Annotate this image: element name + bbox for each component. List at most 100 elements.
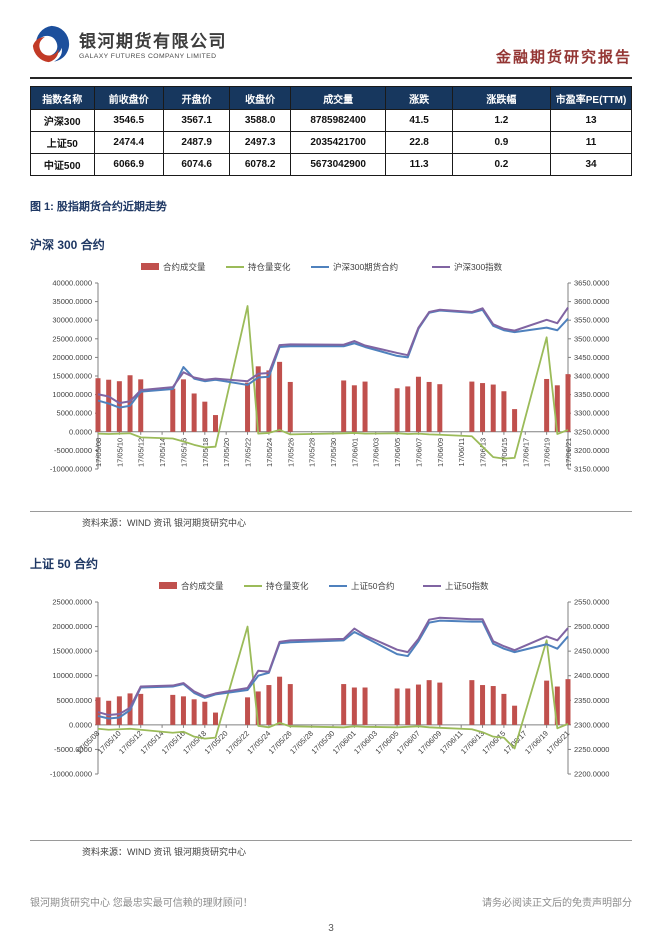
index-summary-table: 指数名称 前收盘价 开盘价 收盘价 成交量 涨跌 涨跌幅 市盈率PE(TTM) 沪深300 354… bbox=[30, 86, 632, 176]
svg-text:17/05/26: 17/05/26 bbox=[286, 438, 295, 467]
svg-text:17/05/12: 17/05/12 bbox=[137, 438, 146, 467]
page-number: 3 bbox=[328, 923, 334, 934]
svg-text:17/06/03: 17/06/03 bbox=[372, 438, 381, 467]
table-header-cell: 开盘价 bbox=[162, 86, 231, 110]
table-cell: 3546.5 bbox=[93, 109, 164, 132]
table-cell: 上证50 bbox=[30, 131, 95, 154]
table-row: 沪深300 3546.5 3567.1 3588.0 8785982400 41.5 1.2… bbox=[30, 109, 632, 132]
page-footer: 银河期货研究中心 您最忠实最可信赖的理财顾问！ 请务必阅读正文后的免责声明部分 bbox=[30, 894, 632, 909]
svg-text:2550.0000: 2550.0000 bbox=[574, 598, 609, 607]
svg-text:3250.0000: 3250.0000 bbox=[574, 427, 609, 436]
svg-text:17/06/21: 17/06/21 bbox=[544, 729, 571, 756]
table-cell: 11 bbox=[550, 131, 632, 154]
table-cell: 6074.6 bbox=[162, 153, 231, 176]
svg-text:2500.0000: 2500.0000 bbox=[574, 622, 609, 631]
svg-text:10000.0000: 10000.0000 bbox=[52, 671, 92, 680]
svg-text:2400.0000: 2400.0000 bbox=[574, 671, 609, 680]
table-cell: 2035421700 bbox=[290, 131, 387, 154]
svg-text:17/05/22: 17/05/22 bbox=[244, 438, 253, 467]
table-cell: 41.5 bbox=[385, 109, 453, 132]
table-cell: 5673042900 bbox=[290, 153, 387, 176]
svg-text:持仓量变化: 持仓量变化 bbox=[248, 262, 291, 272]
table-header-cell: 指数名称 bbox=[30, 86, 95, 110]
table-cell: 3588.0 bbox=[229, 109, 292, 132]
svg-text:17/05/14: 17/05/14 bbox=[158, 438, 167, 467]
footer-disclaimer: 请务必阅读正文后的免责声明部分 bbox=[482, 898, 632, 909]
source-note-2: 资料来源：WIND 资讯 银河期货研究中心 bbox=[30, 840, 632, 858]
table-cell: 0.2 bbox=[451, 153, 552, 176]
svg-text:-10000.0000: -10000.0000 bbox=[50, 465, 92, 474]
company-name-cn: 银河期货有限公司 bbox=[79, 31, 227, 51]
report-title: 金融期货研究报告 bbox=[495, 49, 632, 66]
svg-text:3450.0000: 3450.0000 bbox=[574, 353, 609, 362]
svg-text:30000.0000: 30000.0000 bbox=[52, 316, 92, 325]
svg-text:3150.0000: 3150.0000 bbox=[574, 465, 609, 474]
svg-text:3650.0000: 3650.0000 bbox=[574, 279, 609, 288]
table-header-cell: 涨跌幅 bbox=[451, 86, 552, 110]
svg-text:3550.0000: 3550.0000 bbox=[574, 316, 609, 325]
svg-text:35000.0000: 35000.0000 bbox=[52, 297, 92, 306]
footer-slogan: 银河期货研究中心 您最忠实最可信赖的理财顾问！ bbox=[30, 898, 253, 909]
svg-text:25000.0000: 25000.0000 bbox=[52, 598, 92, 607]
svg-text:20000.0000: 20000.0000 bbox=[52, 622, 92, 631]
svg-text:上证50合约: 上证50合约 bbox=[351, 581, 394, 591]
svg-text:2450.0000: 2450.0000 bbox=[574, 647, 609, 656]
svg-text:25000.0000: 25000.0000 bbox=[52, 334, 92, 343]
svg-text:15000.0000: 15000.0000 bbox=[52, 647, 92, 656]
svg-text:上证50指数: 上证50指数 bbox=[445, 581, 489, 591]
table-cell: 1.2 bbox=[451, 109, 552, 132]
table-header-cell: 成交量 bbox=[290, 86, 387, 110]
company-names: 银河期货有限公司 GALAXY FUTURES COMPANY LIMITED bbox=[79, 31, 227, 60]
svg-text:合约成交量: 合约成交量 bbox=[163, 262, 206, 272]
svg-text:17/05/28: 17/05/28 bbox=[308, 438, 317, 467]
table-cell: 2497.3 bbox=[229, 131, 292, 154]
table-cell: 6066.9 bbox=[93, 153, 164, 176]
svg-text:10000.0000: 10000.0000 bbox=[52, 390, 92, 399]
svg-text:17/05/10: 17/05/10 bbox=[115, 438, 124, 467]
svg-text:0.0000: 0.0000 bbox=[69, 720, 92, 729]
table-cell: 2474.4 bbox=[93, 131, 164, 154]
svg-text:17/05/20: 17/05/20 bbox=[222, 438, 231, 467]
svg-text:40000.0000: 40000.0000 bbox=[52, 279, 92, 288]
svg-text:3350.0000: 3350.0000 bbox=[574, 390, 609, 399]
svg-text:17/06/21: 17/06/21 bbox=[564, 438, 573, 467]
chart1-title: 沪深 300 合约 bbox=[30, 238, 105, 252]
svg-text:3200.0000: 3200.0000 bbox=[574, 446, 609, 455]
svg-text:17/06/11: 17/06/11 bbox=[457, 438, 466, 467]
svg-text:20000.0000: 20000.0000 bbox=[52, 353, 92, 362]
svg-text:沪深300指数: 沪深300指数 bbox=[454, 262, 503, 272]
table-header-cell: 市盈率PE(TTM) bbox=[550, 86, 632, 110]
svg-text:17/06/13: 17/06/13 bbox=[479, 438, 488, 467]
svg-text:17/06/09: 17/06/09 bbox=[416, 729, 443, 756]
table-cell: 11.3 bbox=[385, 153, 453, 176]
svg-text:17/06/01: 17/06/01 bbox=[350, 438, 359, 467]
svg-text:2200.0000: 2200.0000 bbox=[574, 770, 609, 779]
svg-text:17/05/24: 17/05/24 bbox=[265, 438, 274, 467]
table-header-cell: 前收盘价 bbox=[93, 86, 164, 110]
svg-text:2250.0000: 2250.0000 bbox=[574, 745, 609, 754]
table-cell: 3567.1 bbox=[162, 109, 231, 132]
chart2-title: 上证 50 合约 bbox=[30, 557, 99, 571]
table-cell: 0.9 bbox=[451, 131, 552, 154]
svg-text:-10000.0000: -10000.0000 bbox=[50, 770, 92, 779]
svg-text:3300.0000: 3300.0000 bbox=[574, 409, 609, 418]
svg-text:合约成交量: 合约成交量 bbox=[181, 581, 224, 591]
svg-text:17/05/30: 17/05/30 bbox=[329, 438, 338, 467]
table-cell: 34 bbox=[550, 153, 632, 176]
report-header: 银河期货有限公司 GALAXY FUTURES COMPANY LIMITED … bbox=[30, 24, 632, 79]
svg-text:17/05/18: 17/05/18 bbox=[201, 438, 210, 467]
svg-text:5000.0000: 5000.0000 bbox=[57, 696, 92, 705]
svg-text:3600.0000: 3600.0000 bbox=[574, 297, 609, 306]
svg-text:2300.0000: 2300.0000 bbox=[574, 720, 609, 729]
table-header-cell: 涨跌 bbox=[385, 86, 453, 110]
figure-caption: 图 1: 股指期货合约近期走势 bbox=[30, 201, 167, 213]
svg-text:3500.0000: 3500.0000 bbox=[574, 334, 609, 343]
company-logo: 银河期货有限公司 GALAXY FUTURES COMPANY LIMITED bbox=[30, 24, 227, 69]
hs300-chart: 40000.0000 35000.0000 30000.0000 25000.0000… bbox=[50, 262, 610, 474]
svg-text:17/06/15: 17/06/15 bbox=[500, 438, 509, 467]
table-cell: 13 bbox=[550, 109, 632, 132]
sz50-chart: 25000.0000 20000.0000 15000.0000 10000.0000… bbox=[50, 581, 610, 779]
svg-text:-5000.0000: -5000.0000 bbox=[54, 745, 92, 754]
svg-text:5000.0000: 5000.0000 bbox=[57, 409, 92, 418]
